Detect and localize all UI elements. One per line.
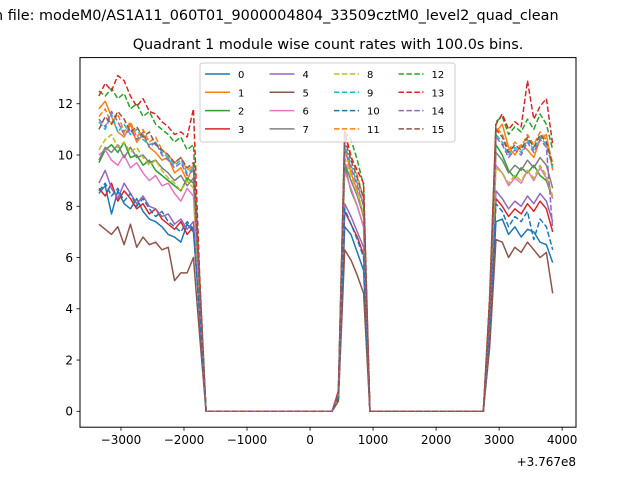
y-tick-label: 6 bbox=[65, 251, 73, 265]
legend-label-8: 8 bbox=[367, 70, 373, 81]
legend-label-2: 2 bbox=[238, 107, 244, 118]
legend-label-13: 13 bbox=[432, 88, 445, 99]
legend-label-12: 12 bbox=[432, 70, 445, 81]
series-line-15 bbox=[98, 110, 554, 413]
x-offset-label: +3.767e8 bbox=[517, 455, 576, 469]
legend-label-9: 9 bbox=[367, 88, 373, 99]
x-tick-label: 0 bbox=[306, 433, 314, 447]
legend-box bbox=[199, 62, 456, 143]
legend-label-7: 7 bbox=[303, 125, 309, 136]
x-tick-label: −3000 bbox=[101, 433, 142, 447]
x-tick-label: −1000 bbox=[227, 433, 268, 447]
x-tick-label: −2000 bbox=[164, 433, 205, 447]
legend-label-1: 1 bbox=[238, 88, 244, 99]
x-axis: −3000 −2000 −1000 0 1000 2000 3000 4000 bbox=[101, 427, 578, 447]
legend-label-5: 5 bbox=[303, 88, 309, 99]
x-tick-label: 3000 bbox=[484, 433, 515, 447]
legend-label-11: 11 bbox=[367, 125, 380, 136]
y-axis: 0 2 4 6 8 10 12 bbox=[58, 97, 80, 419]
x-tick-label: 1000 bbox=[358, 433, 389, 447]
legend-label-14: 14 bbox=[432, 107, 445, 118]
y-tick-label: 10 bbox=[58, 148, 73, 162]
y-tick-label: 4 bbox=[65, 302, 73, 316]
legend-label-0: 0 bbox=[238, 70, 244, 81]
chart-title: Quadrant 1 module wise count rates with … bbox=[133, 37, 524, 53]
figure-suptitle: n file: modeM0/AS1A11_060T01_9000004804_… bbox=[0, 8, 559, 24]
y-tick-label: 8 bbox=[65, 200, 73, 214]
legend-label-6: 6 bbox=[303, 107, 309, 118]
y-tick-label: 2 bbox=[65, 353, 73, 367]
plot-area bbox=[98, 74, 554, 413]
legend-label-10: 10 bbox=[367, 107, 380, 118]
legend-label-3: 3 bbox=[238, 125, 244, 136]
x-tick-label: 4000 bbox=[547, 433, 578, 447]
axes-frame bbox=[79, 57, 577, 428]
y-tick-label: 0 bbox=[65, 405, 73, 419]
y-tick-label: 12 bbox=[58, 97, 73, 111]
x-tick-label: 2000 bbox=[421, 433, 452, 447]
legend-label-4: 4 bbox=[303, 70, 309, 81]
legend-label-15: 15 bbox=[432, 125, 445, 136]
